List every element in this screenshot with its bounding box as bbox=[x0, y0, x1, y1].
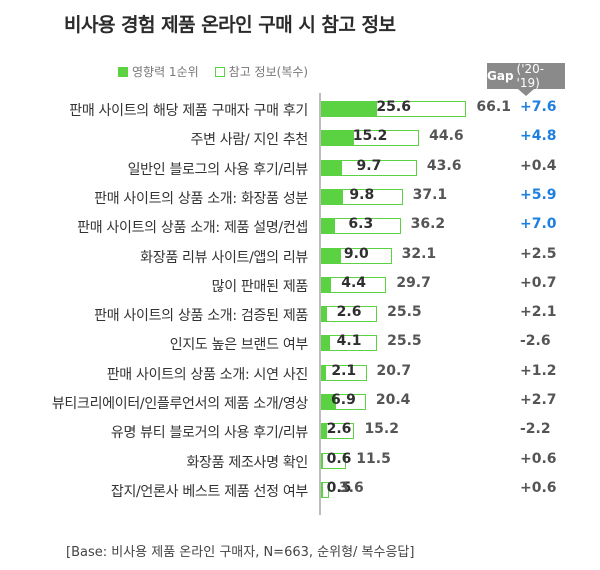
legend-label-secondary: 참고 정보(복수) bbox=[228, 65, 309, 79]
value-label-primary: 4.4 bbox=[341, 274, 367, 291]
value-label-primary: 9.0 bbox=[343, 245, 369, 262]
value-label-secondary: 20.7 bbox=[376, 362, 412, 379]
bar-top-influence bbox=[321, 247, 341, 264]
gap-value: +0.6 bbox=[520, 450, 557, 467]
value-label-primary: 0.5 bbox=[326, 479, 352, 496]
bar-row: 유명 뷰티 블로거의 사용 후기/리뷰 2.6 15.2 -2.2 bbox=[0, 417, 600, 445]
gap-value: -2.6 bbox=[520, 333, 551, 350]
value-label-primary: 15.2 bbox=[352, 128, 388, 145]
category-label: 인지도 높은 브랜드 여부 bbox=[169, 337, 309, 354]
category-label: 판매 사이트의 해당 제품 구매자 구매 후기 bbox=[69, 103, 308, 119]
bar-row: 뷰티크리에이터/인플루언서의 제품 소개/영상 6.9 20.4 +2.7 bbox=[0, 388, 600, 416]
legend-swatch-outline bbox=[214, 66, 225, 77]
bar-top-influence bbox=[321, 218, 335, 235]
value-label-secondary: 29.7 bbox=[396, 274, 431, 291]
bar-top-influence bbox=[321, 188, 343, 205]
category-label: 많이 판매된 제품 bbox=[211, 278, 309, 295]
value-label-primary: 0.6 bbox=[326, 450, 352, 467]
category-label: 판매 사이트의 상품 소개: 시연 사진 bbox=[106, 366, 309, 383]
gap-column-header: Gap ('20-'19) bbox=[487, 62, 565, 90]
gap-value: +4.8 bbox=[520, 128, 557, 145]
value-label-secondary: 25.5 bbox=[387, 333, 422, 350]
gap-value: +2.5 bbox=[520, 245, 557, 262]
bar-row: 잡지/언론사 베스트 제품 선정 여부 0.5 3.6 +0.6 bbox=[0, 476, 600, 504]
category-label: 판매 사이트의 상품 소개: 검증된 제품 bbox=[94, 308, 308, 325]
category-label: 뷰티크리에이터/인플루언서의 제품 소개/영상 bbox=[51, 396, 308, 412]
bar-row: 화장품 제조사명 확인 0.6 11.5 +0.6 bbox=[0, 447, 600, 475]
gap-value: +0.7 bbox=[520, 274, 557, 291]
gap-value: +0.6 bbox=[520, 479, 557, 496]
value-label-secondary: 43.6 bbox=[426, 157, 462, 174]
bar-row: 많이 판매된 제품 4.4 29.7 +0.7 bbox=[0, 271, 600, 299]
bar-top-influence bbox=[321, 481, 323, 498]
legend: 영향력 1순위 참고 정보(복수) bbox=[118, 63, 324, 80]
bar-row: 화장품 리뷰 사이트/앱의 리뷰 9.0 32.1 +2.5 bbox=[0, 242, 600, 270]
gap-header-pointer bbox=[518, 89, 534, 96]
category-label: 화장품 제조사명 확인 bbox=[186, 454, 308, 471]
legend-label-primary: 영향력 1순위 bbox=[132, 65, 199, 79]
bar-row: 주변 사람/ 지인 추천 15.2 44.6 +4.8 bbox=[0, 124, 600, 152]
category-label: 화장품 리뷰 사이트/앱의 리뷰 bbox=[140, 249, 308, 266]
gap-value: +1.2 bbox=[520, 362, 557, 379]
value-label-primary: 25.6 bbox=[376, 99, 411, 115]
value-label-secondary: 20.4 bbox=[375, 392, 411, 408]
value-label-primary: 2.6 bbox=[336, 304, 362, 321]
bar-row: 판매 사이트의 해당 제품 구매자 구매 후기 25.6 66.1 +7.6 bbox=[0, 95, 600, 123]
legend-swatch-filled bbox=[118, 66, 128, 77]
bar-top-influence bbox=[321, 423, 327, 440]
gap-header-period: ('20-'19) bbox=[516, 62, 545, 90]
legend-item-primary: 영향력 1순위 bbox=[118, 63, 199, 80]
value-label-secondary: 66.1 bbox=[476, 99, 511, 115]
value-label-secondary: 36.2 bbox=[410, 216, 446, 233]
bar-row: 판매 사이트의 상품 소개: 화장품 성분 9.8 37.1 +5.9 bbox=[0, 183, 600, 211]
value-label-primary: 6.3 bbox=[348, 216, 374, 233]
bar-top-influence bbox=[321, 394, 337, 410]
category-label: 판매 사이트의 상품 소개: 제품 설명/컨셉 bbox=[77, 220, 308, 237]
gap-value: +7.0 bbox=[520, 216, 557, 233]
bar-top-influence bbox=[321, 276, 331, 293]
bar-row: 판매 사이트의 상품 소개: 제품 설명/컨셉 6.3 36.2 +7.0 bbox=[0, 212, 600, 240]
value-label-secondary: 11.5 bbox=[356, 450, 391, 467]
bar-top-influence bbox=[321, 335, 331, 352]
category-label: 주변 사람/ 지인 추천 bbox=[190, 132, 308, 149]
value-label-secondary: 37.1 bbox=[412, 186, 448, 203]
gap-value: +5.9 bbox=[520, 186, 557, 203]
bar-top-influence bbox=[321, 130, 355, 147]
bar-top-influence bbox=[321, 101, 378, 117]
value-label-primary: 2.6 bbox=[326, 421, 352, 438]
gap-value: +0.4 bbox=[520, 157, 557, 174]
value-label-primary: 9.8 bbox=[349, 186, 375, 203]
value-label-secondary: 3.6 bbox=[338, 479, 364, 496]
gap-value: +2.1 bbox=[520, 304, 557, 321]
gap-value: +2.7 bbox=[520, 392, 557, 408]
value-label-primary: 4.1 bbox=[336, 333, 362, 350]
chart-title: 비사용 경험 제품 온라인 구매 시 참고 정보 bbox=[64, 14, 396, 36]
bar-top-influence bbox=[321, 364, 326, 381]
category-label: 유명 뷰티 블로거의 사용 후기/리뷰 bbox=[110, 425, 308, 442]
gap-header-label: Gap bbox=[487, 69, 514, 83]
gap-value: +7.6 bbox=[520, 99, 557, 115]
value-label-secondary: 15.2 bbox=[364, 421, 399, 438]
category-label: 일반인 블로그의 사용 후기/리뷰 bbox=[127, 161, 309, 178]
category-label: 판매 사이트의 상품 소개: 화장품 성분 bbox=[94, 190, 308, 207]
value-label-primary: 9.7 bbox=[356, 157, 382, 174]
gap-value: -2.2 bbox=[520, 421, 551, 438]
bar-row: 판매 사이트의 상품 소개: 검증된 제품 2.6 25.5 +2.1 bbox=[0, 300, 600, 328]
bar-row: 판매 사이트의 상품 소개: 시연 사진 2.1 20.7 +1.2 bbox=[0, 359, 600, 387]
value-label-secondary: 25.5 bbox=[387, 304, 422, 321]
value-label-primary: 6.9 bbox=[331, 392, 356, 408]
value-label-secondary: 32.1 bbox=[401, 245, 437, 262]
category-axis-line bbox=[319, 93, 321, 515]
legend-item-secondary: 참고 정보(복수) bbox=[214, 63, 309, 80]
value-label-primary: 2.1 bbox=[331, 362, 357, 379]
base-note: [Base: 비사용 제품 온라인 구매자, N=663, 순위형/ 복수응답] bbox=[66, 545, 415, 560]
bar-row: 일반인 블로그의 사용 후기/리뷰 9.7 43.6 +0.4 bbox=[0, 154, 600, 182]
bar-top-influence bbox=[321, 452, 323, 469]
category-label: 잡지/언론사 베스트 제품 선정 여부 bbox=[110, 483, 308, 500]
bar-row: 인지도 높은 브랜드 여부 4.1 25.5 -2.6 bbox=[0, 329, 600, 357]
value-label-secondary: 44.6 bbox=[429, 128, 464, 145]
bar-top-influence bbox=[321, 306, 327, 323]
bar-top-influence bbox=[321, 159, 343, 176]
